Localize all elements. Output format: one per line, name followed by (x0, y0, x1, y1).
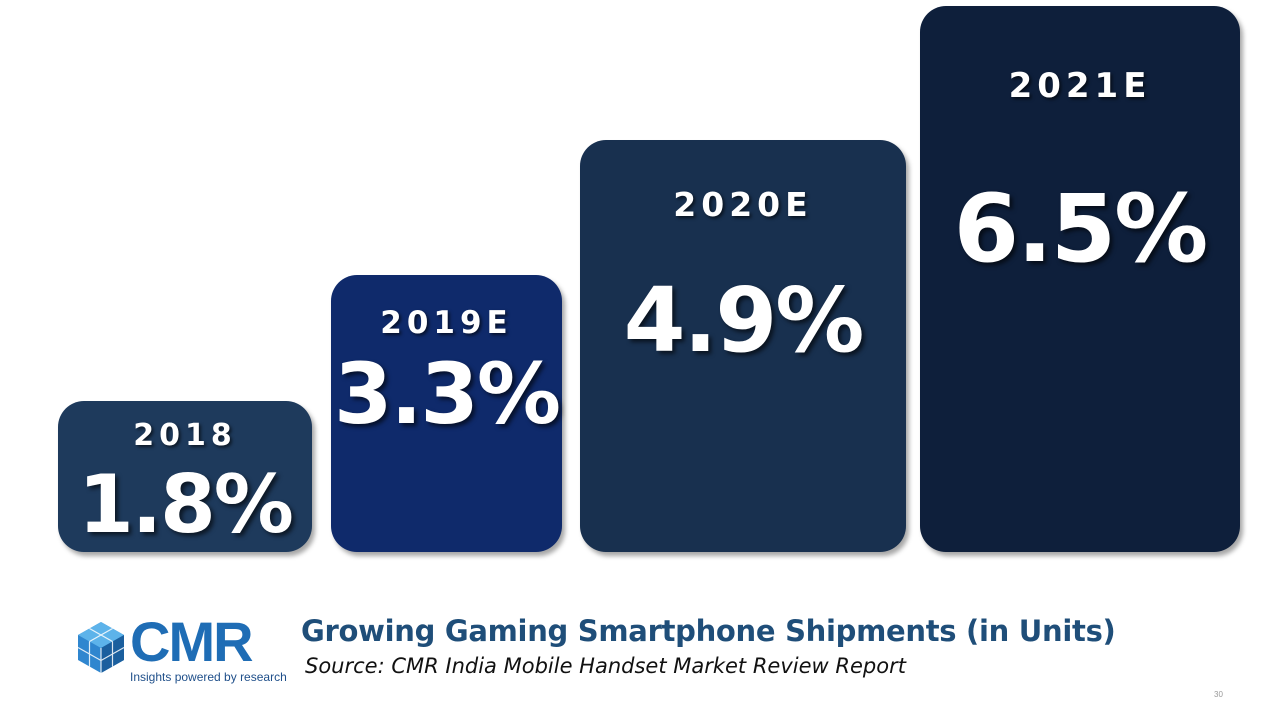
cmr-logo: CMR Insights powered by research (74, 610, 287, 686)
bar-2021e: 2021E 6.5% (920, 6, 1240, 552)
bar-year-label: 2018 (133, 417, 237, 453)
bar-value-label: 4.9% (623, 267, 865, 372)
bar-2019e: 2019E 3.3% (331, 275, 562, 552)
cube-cluster-icon (77, 622, 125, 673)
bar-value-label: 1.8% (78, 457, 294, 551)
bar-year-label: 2021E (1008, 66, 1152, 107)
bar-2020e: 2020E 4.9% (580, 140, 906, 552)
bar-2018: 2018 1.8% (58, 401, 312, 552)
page-number: 30 (1214, 690, 1223, 699)
chart-area: 2018 1.8% 2019E 3.3% 2020E 4.9% 2021E 6.5% (58, 6, 1240, 552)
logo-wordmark: CMR (130, 610, 254, 673)
chart-title: Growing Gaming Smartphone Shipments (in … (301, 614, 1116, 648)
bar-value-label: 3.3% (334, 345, 561, 444)
bar-year-label: 2019E (380, 305, 513, 342)
source-note: Source: CMR India Mobile Handset Market … (305, 654, 906, 678)
bar-year-label: 2020E (673, 185, 813, 225)
bar-value-label: 6.5% (953, 175, 1209, 285)
logo-tagline: Insights powered by research (130, 670, 287, 684)
